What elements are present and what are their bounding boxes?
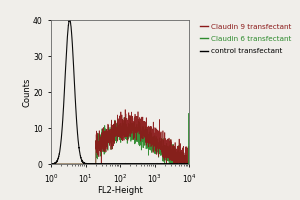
Legend: Claudin 9 transfectant, Claudin 6 transfectant, control transfectant: Claudin 9 transfectant, Claudin 6 transf… — [200, 24, 291, 54]
X-axis label: FL2-Height: FL2-Height — [97, 186, 143, 195]
Y-axis label: Counts: Counts — [22, 77, 32, 107]
